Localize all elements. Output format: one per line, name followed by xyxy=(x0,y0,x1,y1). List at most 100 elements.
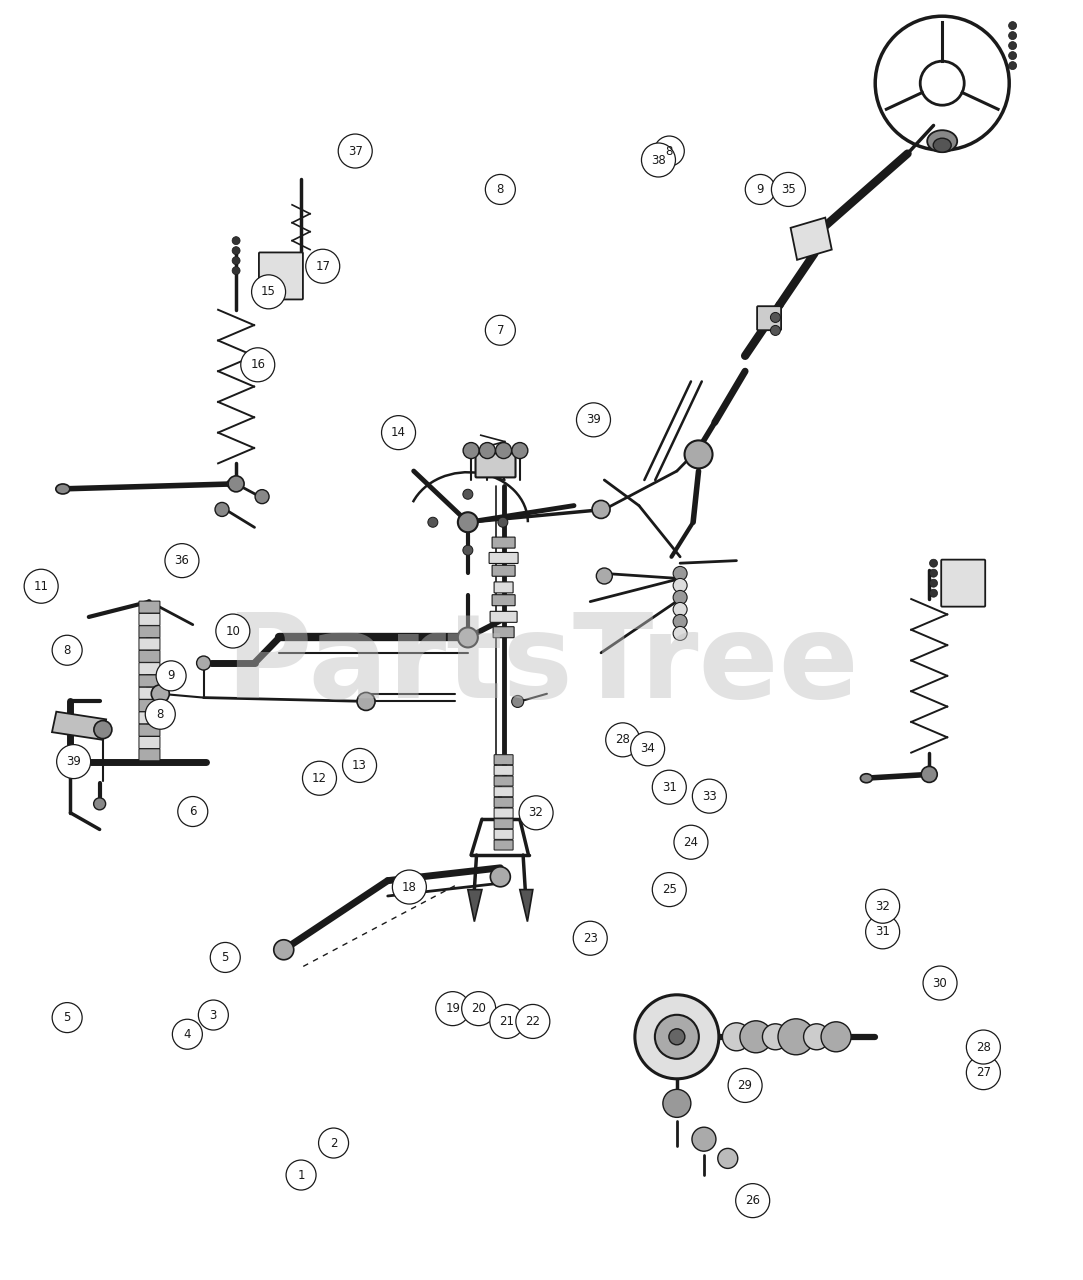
FancyBboxPatch shape xyxy=(139,749,160,760)
Text: 9: 9 xyxy=(757,183,764,196)
Circle shape xyxy=(735,1184,770,1217)
Circle shape xyxy=(966,1030,1001,1064)
FancyBboxPatch shape xyxy=(941,559,986,607)
Text: 12: 12 xyxy=(312,772,327,785)
Ellipse shape xyxy=(56,484,69,494)
Circle shape xyxy=(435,992,470,1025)
Text: 15: 15 xyxy=(261,285,276,298)
Text: PartsTree: PartsTree xyxy=(224,608,859,723)
FancyBboxPatch shape xyxy=(139,626,160,637)
Circle shape xyxy=(573,922,608,955)
Circle shape xyxy=(485,315,516,346)
Ellipse shape xyxy=(860,773,873,783)
FancyBboxPatch shape xyxy=(492,566,516,576)
Circle shape xyxy=(498,517,508,527)
Ellipse shape xyxy=(226,479,239,489)
Text: 19: 19 xyxy=(445,1002,460,1015)
Circle shape xyxy=(286,1160,316,1190)
Text: 32: 32 xyxy=(529,806,544,819)
Polygon shape xyxy=(52,712,106,740)
FancyBboxPatch shape xyxy=(494,797,513,808)
Circle shape xyxy=(674,826,708,859)
Text: 18: 18 xyxy=(402,881,417,893)
FancyBboxPatch shape xyxy=(139,687,160,699)
Circle shape xyxy=(490,1005,524,1038)
Circle shape xyxy=(770,312,781,323)
FancyBboxPatch shape xyxy=(493,627,514,637)
Text: 20: 20 xyxy=(471,1002,486,1015)
Circle shape xyxy=(268,283,278,293)
Circle shape xyxy=(93,797,106,810)
Circle shape xyxy=(464,443,479,458)
Circle shape xyxy=(674,590,687,604)
Circle shape xyxy=(305,250,340,283)
Text: 22: 22 xyxy=(525,1015,540,1028)
Circle shape xyxy=(630,732,665,765)
Circle shape xyxy=(392,870,427,904)
Circle shape xyxy=(1008,32,1017,40)
FancyBboxPatch shape xyxy=(494,582,513,593)
FancyBboxPatch shape xyxy=(139,602,160,613)
Circle shape xyxy=(966,1056,1001,1089)
Circle shape xyxy=(778,1019,814,1055)
FancyBboxPatch shape xyxy=(139,675,160,687)
FancyBboxPatch shape xyxy=(490,553,518,563)
Text: 5: 5 xyxy=(222,951,229,964)
Text: 8: 8 xyxy=(157,708,164,721)
Text: 4: 4 xyxy=(184,1028,191,1041)
Circle shape xyxy=(458,627,478,648)
Circle shape xyxy=(654,136,684,166)
Circle shape xyxy=(357,692,375,710)
Circle shape xyxy=(641,143,676,177)
Circle shape xyxy=(635,995,719,1079)
Text: 2: 2 xyxy=(330,1137,337,1149)
Circle shape xyxy=(458,512,478,532)
Text: 13: 13 xyxy=(352,759,367,772)
Text: 8: 8 xyxy=(666,145,673,157)
Text: 14: 14 xyxy=(391,426,406,439)
Circle shape xyxy=(232,256,240,265)
Ellipse shape xyxy=(927,131,957,152)
FancyBboxPatch shape xyxy=(494,765,513,776)
Text: 32: 32 xyxy=(875,900,890,913)
FancyBboxPatch shape xyxy=(494,755,513,764)
Circle shape xyxy=(929,589,938,598)
Text: 36: 36 xyxy=(174,554,190,567)
Text: 9: 9 xyxy=(168,669,174,682)
Text: 24: 24 xyxy=(683,836,699,849)
Circle shape xyxy=(663,1089,691,1117)
Text: 29: 29 xyxy=(738,1079,753,1092)
Circle shape xyxy=(491,867,510,887)
Text: 25: 25 xyxy=(662,883,677,896)
FancyBboxPatch shape xyxy=(492,538,516,548)
Circle shape xyxy=(94,721,112,739)
Circle shape xyxy=(740,1021,772,1053)
Circle shape xyxy=(652,771,687,804)
Text: 35: 35 xyxy=(781,183,796,196)
Circle shape xyxy=(669,1029,684,1044)
Circle shape xyxy=(496,443,511,458)
Circle shape xyxy=(197,657,210,669)
Text: 10: 10 xyxy=(225,625,240,637)
FancyBboxPatch shape xyxy=(491,612,517,622)
Circle shape xyxy=(198,1000,229,1030)
Circle shape xyxy=(318,1128,349,1158)
Circle shape xyxy=(52,635,82,666)
Circle shape xyxy=(232,266,240,275)
Circle shape xyxy=(1008,22,1017,29)
Circle shape xyxy=(722,1023,751,1051)
Circle shape xyxy=(232,237,240,244)
Circle shape xyxy=(240,348,275,381)
Circle shape xyxy=(762,1024,788,1050)
Text: 21: 21 xyxy=(499,1015,514,1028)
Circle shape xyxy=(674,626,687,640)
Polygon shape xyxy=(520,890,533,922)
Circle shape xyxy=(1008,61,1017,69)
Circle shape xyxy=(216,614,250,648)
Text: 31: 31 xyxy=(662,781,677,794)
Polygon shape xyxy=(791,218,832,260)
FancyBboxPatch shape xyxy=(139,712,160,724)
Circle shape xyxy=(865,915,900,948)
FancyBboxPatch shape xyxy=(139,613,160,626)
Circle shape xyxy=(692,780,727,813)
